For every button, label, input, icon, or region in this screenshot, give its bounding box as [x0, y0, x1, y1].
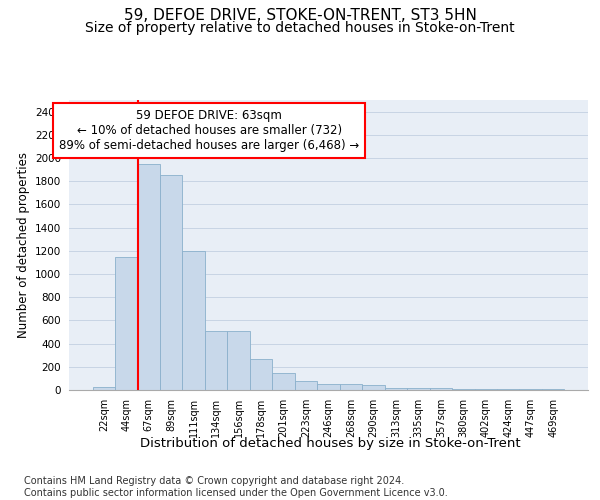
Bar — [205, 331, 227, 390]
Y-axis label: Number of detached properties: Number of detached properties — [17, 152, 29, 338]
Bar — [250, 360, 272, 390]
Bar — [317, 384, 340, 390]
Bar — [160, 176, 182, 390]
Bar — [227, 331, 250, 390]
Bar — [430, 388, 452, 390]
Text: 59 DEFOE DRIVE: 63sqm
← 10% of detached houses are smaller (732)
89% of semi-det: 59 DEFOE DRIVE: 63sqm ← 10% of detached … — [59, 108, 359, 152]
Text: Distribution of detached houses by size in Stoke-on-Trent: Distribution of detached houses by size … — [140, 438, 520, 450]
Bar — [497, 389, 520, 390]
Text: 59, DEFOE DRIVE, STOKE-ON-TRENT, ST3 5HN: 59, DEFOE DRIVE, STOKE-ON-TRENT, ST3 5HN — [124, 8, 476, 22]
Bar — [182, 251, 205, 390]
Bar — [137, 164, 160, 390]
Bar — [362, 386, 385, 390]
Bar — [115, 256, 137, 390]
Bar — [385, 388, 407, 390]
Bar — [92, 386, 115, 390]
Text: Contains HM Land Registry data © Crown copyright and database right 2024.
Contai: Contains HM Land Registry data © Crown c… — [24, 476, 448, 498]
Bar — [295, 382, 317, 390]
Bar — [407, 388, 430, 390]
Bar — [475, 389, 497, 390]
Bar — [452, 389, 475, 390]
Bar — [272, 372, 295, 390]
Text: Size of property relative to detached houses in Stoke-on-Trent: Size of property relative to detached ho… — [85, 21, 515, 35]
Bar — [340, 384, 362, 390]
